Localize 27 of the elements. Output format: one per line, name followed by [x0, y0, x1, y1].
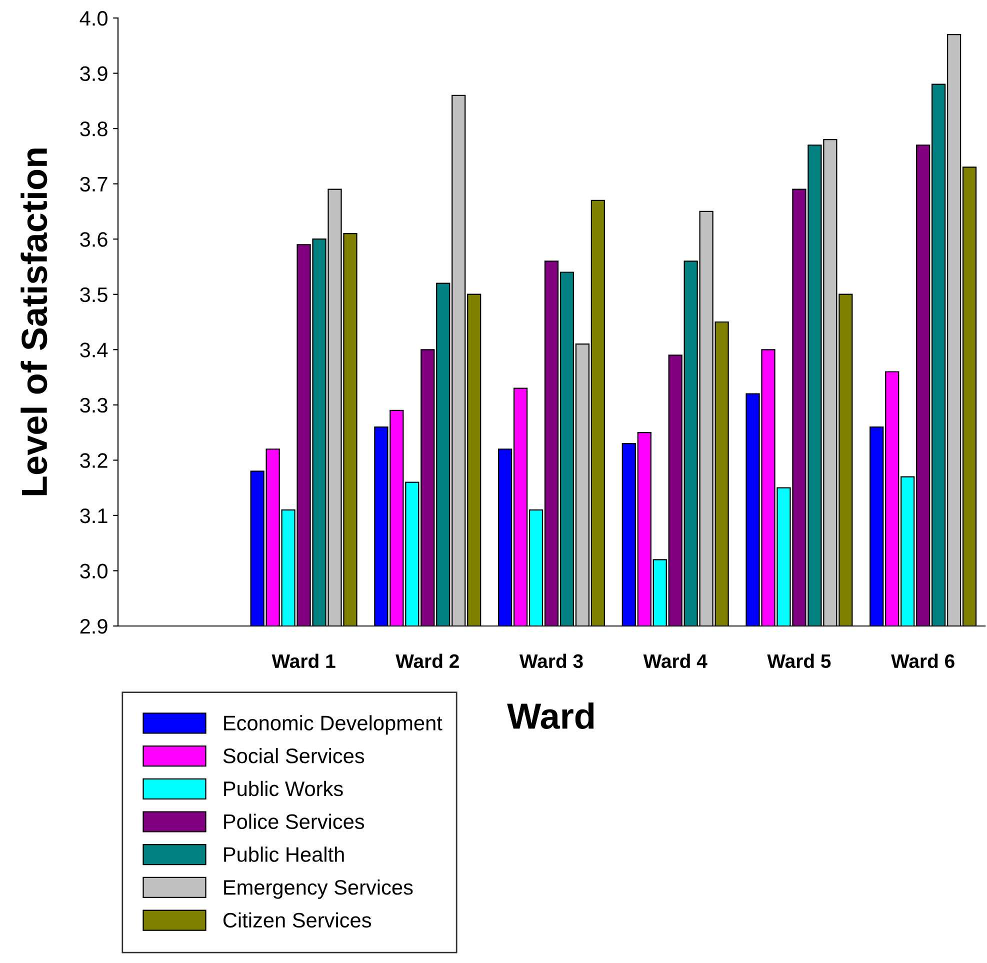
legend-label: Public Works: [224, 780, 343, 796]
legend-label: Police Services: [224, 814, 364, 830]
y-tick-label: 3.9: [80, 66, 108, 82]
x-axis-title: Ward: [507, 702, 594, 729]
x-tick-label: Ward 6: [891, 654, 954, 668]
legend-label: Public Health: [224, 846, 344, 862]
y-tick-label: 3.1: [80, 508, 108, 524]
x-tick-label: Ward 3: [519, 654, 583, 668]
x-tick-label: Ward 1: [272, 654, 336, 668]
legend-label: Social Services: [223, 748, 364, 764]
y-tick-label: 3.4: [80, 342, 108, 358]
y-tick-label: 3.3: [80, 398, 108, 413]
y-tick-label: 3.0: [80, 564, 108, 578]
y-tick-label: 3.7: [80, 176, 108, 192]
x-tick-label: Ward 2: [396, 654, 459, 668]
legend-label: Economic Development: [224, 715, 442, 735]
legend-label: Emergency Services: [224, 879, 413, 899]
y-tick-label: 2.9: [80, 619, 108, 634]
y-tick-label: 4.0: [80, 11, 108, 26]
y-tick-label: 3.8: [80, 122, 108, 136]
y-axis-title: Level of Satisfaction: [20, 148, 48, 496]
y-tick-label: 3.2: [80, 453, 108, 468]
y-tick-label: 3.6: [80, 232, 108, 247]
legend-label: Citizen Services: [223, 912, 372, 928]
x-tick-label: Ward 4: [643, 654, 708, 668]
x-tick-label: Ward 5: [767, 654, 831, 668]
y-tick-label: 3.5: [80, 287, 108, 302]
